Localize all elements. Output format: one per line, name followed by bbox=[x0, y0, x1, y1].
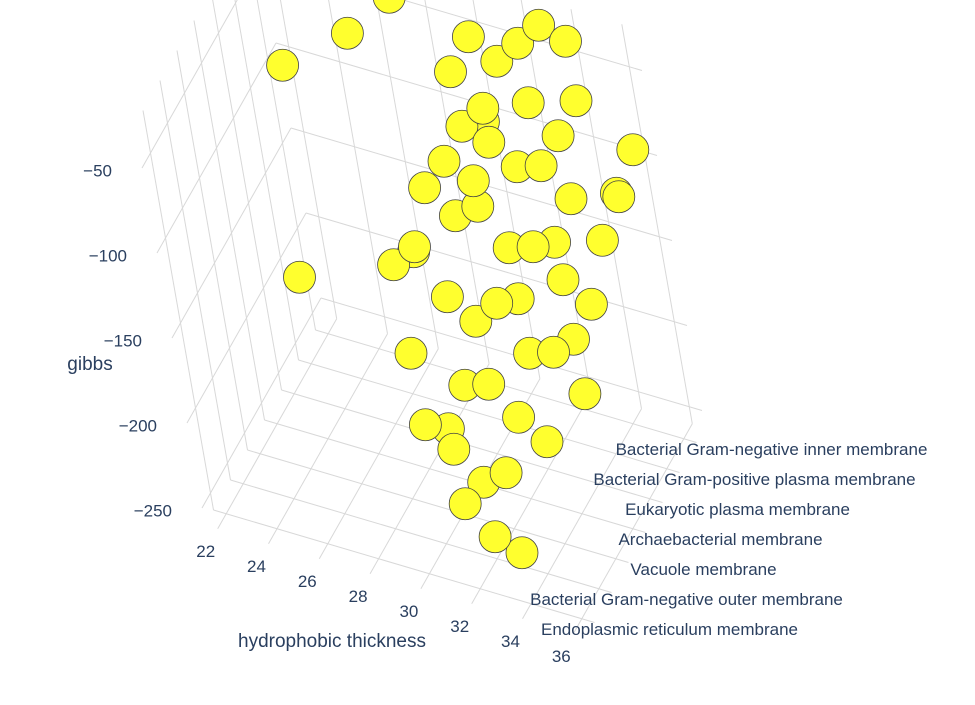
grid-line bbox=[279, 0, 338, 319]
x-tick-label: 28 bbox=[349, 587, 368, 606]
point bbox=[522, 8, 555, 42]
z-tick-label: −250 bbox=[134, 501, 172, 520]
point bbox=[394, 336, 428, 370]
point bbox=[616, 133, 650, 167]
grid-line bbox=[570, 9, 642, 409]
grid-line bbox=[142, 110, 214, 511]
point bbox=[568, 377, 602, 411]
x-tick-label: 22 bbox=[196, 542, 215, 561]
point bbox=[466, 91, 500, 125]
grid-line bbox=[234, 0, 299, 361]
y-tick-label: Archaebacterial membrane bbox=[618, 530, 822, 549]
z-axis-title: gibbs bbox=[67, 354, 112, 375]
point bbox=[408, 408, 442, 442]
y-tick-label: Bacterial Gram-negative inner membrane bbox=[616, 440, 928, 459]
point bbox=[266, 48, 300, 82]
point bbox=[530, 425, 564, 459]
point bbox=[559, 84, 593, 118]
x-tick-label: 36 bbox=[552, 647, 571, 666]
point bbox=[451, 20, 485, 54]
x-tick-label: 24 bbox=[247, 557, 266, 576]
grid-line bbox=[141, 0, 238, 169]
point bbox=[537, 335, 570, 369]
point bbox=[489, 456, 523, 490]
grid-line bbox=[193, 20, 265, 421]
point bbox=[505, 536, 539, 570]
point bbox=[472, 125, 506, 159]
point bbox=[511, 86, 545, 120]
x-tick-label: 34 bbox=[501, 632, 520, 651]
y-tick-label: Bacterial Gram-positive plasma membrane bbox=[593, 470, 915, 489]
z-tick-label: −100 bbox=[89, 246, 127, 265]
point bbox=[502, 400, 535, 434]
point bbox=[330, 16, 364, 50]
point bbox=[448, 487, 482, 521]
point bbox=[430, 280, 464, 314]
point bbox=[554, 182, 588, 216]
grid-line bbox=[281, 389, 663, 503]
grid-line bbox=[213, 509, 595, 623]
x-axis-title: hydrophobic thickness bbox=[238, 631, 426, 652]
point bbox=[586, 223, 619, 257]
x-tick-label: 26 bbox=[298, 572, 317, 591]
point bbox=[283, 260, 316, 294]
grid-line bbox=[298, 359, 680, 473]
point bbox=[602, 180, 636, 214]
y-tick-label: Bacterial Gram-negative outer membrane bbox=[530, 590, 843, 609]
grid-line bbox=[230, 479, 612, 593]
x-tick-label: 32 bbox=[450, 617, 469, 636]
grid-line bbox=[305, 212, 688, 326]
grid-line bbox=[376, 0, 439, 349]
point bbox=[398, 230, 431, 264]
point bbox=[456, 164, 490, 198]
grid-line bbox=[159, 80, 231, 481]
z-tick-label: −150 bbox=[104, 331, 142, 350]
grid-line bbox=[401, 0, 643, 71]
y-tick-label: Endoplasmic reticulum membrane bbox=[541, 620, 798, 639]
point bbox=[408, 171, 442, 205]
point bbox=[472, 367, 506, 401]
point bbox=[427, 144, 461, 178]
grid-line bbox=[328, 0, 388, 334]
point bbox=[524, 149, 558, 183]
grid-line bbox=[176, 50, 248, 451]
grid-line bbox=[315, 329, 697, 443]
point bbox=[549, 24, 582, 58]
grid-line bbox=[621, 24, 693, 424]
y-tick-label: Eukaryotic plasma membrane bbox=[625, 500, 850, 519]
grid-line bbox=[275, 42, 658, 156]
point bbox=[541, 119, 575, 153]
point bbox=[575, 287, 608, 321]
point bbox=[480, 286, 514, 320]
point bbox=[516, 230, 550, 264]
point bbox=[434, 55, 467, 89]
point bbox=[437, 432, 471, 466]
grid-line bbox=[264, 419, 646, 533]
point bbox=[478, 520, 512, 554]
grid-line bbox=[320, 297, 703, 411]
z-tick-label: −200 bbox=[119, 416, 157, 435]
y-tick-label: Vacuole membrane bbox=[630, 560, 776, 579]
grid-line bbox=[247, 449, 629, 563]
point bbox=[373, 0, 406, 14]
point bbox=[546, 263, 580, 297]
grid-line bbox=[212, 0, 282, 391]
x-tick-label: 30 bbox=[399, 602, 418, 621]
z-tick-label: −50 bbox=[83, 161, 112, 180]
